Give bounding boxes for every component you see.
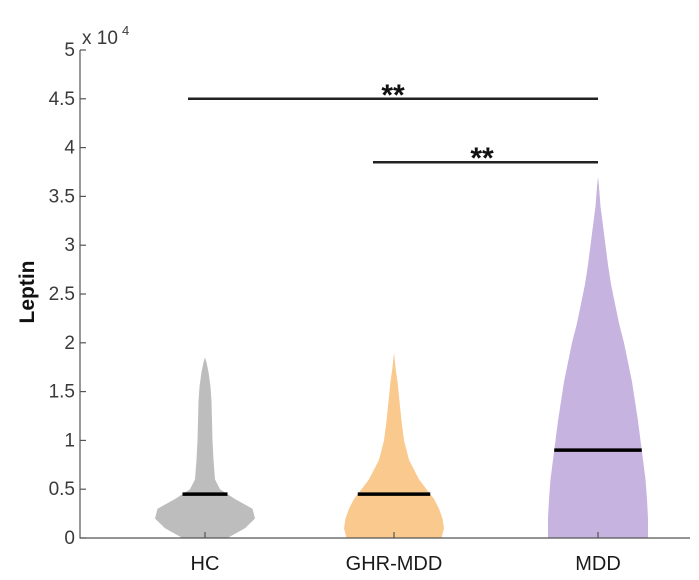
- y-axis-exponent-power: 4: [122, 23, 129, 38]
- y-axis-exponent-label: x 10: [82, 28, 118, 49]
- y-tick-label: 4.5: [49, 89, 75, 110]
- significance-label-ghr-mdd-mdd: **: [470, 142, 494, 175]
- y-tick-label: 2.5: [49, 284, 75, 305]
- violins-group: [155, 176, 648, 538]
- y-tick-label: 1: [64, 430, 75, 451]
- violin-ghr-mdd: [344, 352, 444, 538]
- violin-mdd: [548, 176, 648, 538]
- y-tick-label: 1.5: [49, 382, 75, 403]
- y-tick-label: 2: [64, 333, 75, 354]
- x-tick-label-mdd: MDD: [575, 553, 621, 575]
- significance-group: ** **: [188, 79, 598, 175]
- violin-hc: [155, 357, 255, 538]
- y-tick-label: 0.5: [49, 479, 75, 500]
- x-tick-label-hc: HC: [191, 553, 220, 575]
- significance-label-hc-mdd: **: [381, 79, 405, 112]
- medians-group: [182, 448, 642, 496]
- y-axis-label: Leptin: [16, 261, 39, 324]
- axes-group: 0 0.5 1 1.5 2 2.5 3 3.5 4 4.5 5 HC GHR-MDD MDD: [49, 40, 690, 575]
- x-tick-label-ghr-mdd: GHR-MDD: [346, 553, 443, 575]
- y-tick-label: 4: [64, 138, 75, 159]
- y-tick-label: 5: [64, 40, 75, 61]
- y-tick-label: 3.5: [49, 186, 75, 207]
- y-tick-label: 3: [64, 235, 75, 256]
- y-tick-label: 0: [64, 528, 75, 549]
